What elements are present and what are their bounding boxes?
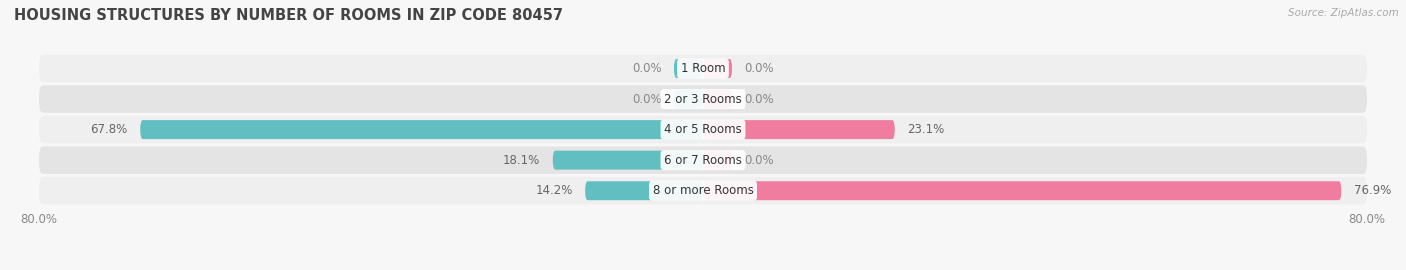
Text: 0.0%: 0.0% <box>745 154 775 167</box>
Text: 18.1%: 18.1% <box>503 154 540 167</box>
Text: 6 or 7 Rooms: 6 or 7 Rooms <box>664 154 742 167</box>
Text: Source: ZipAtlas.com: Source: ZipAtlas.com <box>1288 8 1399 18</box>
Text: 0.0%: 0.0% <box>745 62 775 75</box>
FancyBboxPatch shape <box>141 120 703 139</box>
Text: 0.0%: 0.0% <box>631 62 661 75</box>
FancyBboxPatch shape <box>703 181 1341 200</box>
Text: 2 or 3 Rooms: 2 or 3 Rooms <box>664 93 742 106</box>
FancyBboxPatch shape <box>39 55 1367 82</box>
Text: 4 or 5 Rooms: 4 or 5 Rooms <box>664 123 742 136</box>
Text: 67.8%: 67.8% <box>90 123 128 136</box>
Text: 76.9%: 76.9% <box>1354 184 1391 197</box>
FancyBboxPatch shape <box>585 181 703 200</box>
FancyBboxPatch shape <box>673 59 703 78</box>
Text: 0.0%: 0.0% <box>631 93 661 106</box>
FancyBboxPatch shape <box>673 90 703 109</box>
FancyBboxPatch shape <box>39 177 1367 204</box>
Text: 0.0%: 0.0% <box>745 93 775 106</box>
FancyBboxPatch shape <box>703 151 733 170</box>
FancyBboxPatch shape <box>553 151 703 170</box>
FancyBboxPatch shape <box>39 146 1367 174</box>
Legend: Owner-occupied, Renter-occupied: Owner-occupied, Renter-occupied <box>572 266 834 270</box>
Text: 14.2%: 14.2% <box>536 184 572 197</box>
Text: 23.1%: 23.1% <box>907 123 945 136</box>
Text: 1 Room: 1 Room <box>681 62 725 75</box>
FancyBboxPatch shape <box>39 116 1367 143</box>
Text: 8 or more Rooms: 8 or more Rooms <box>652 184 754 197</box>
FancyBboxPatch shape <box>703 120 894 139</box>
FancyBboxPatch shape <box>703 90 733 109</box>
FancyBboxPatch shape <box>703 59 733 78</box>
FancyBboxPatch shape <box>39 85 1367 113</box>
Text: HOUSING STRUCTURES BY NUMBER OF ROOMS IN ZIP CODE 80457: HOUSING STRUCTURES BY NUMBER OF ROOMS IN… <box>14 8 562 23</box>
